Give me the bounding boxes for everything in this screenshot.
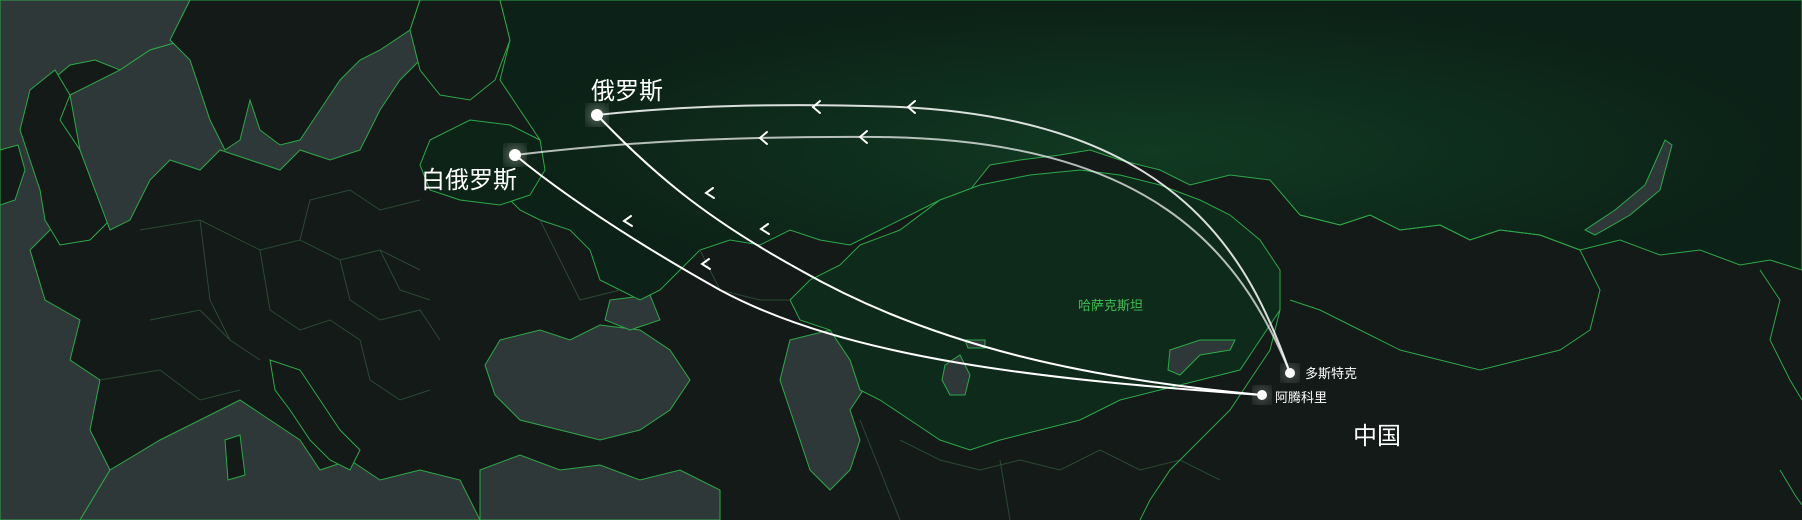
label-russia: 俄罗斯 [591, 77, 663, 105]
scandinavia-landmass [169, 0, 421, 151]
label-china: 中国 [1353, 422, 1401, 450]
route-arrow-icon [906, 100, 916, 114]
central-asia-borders [859, 419, 1221, 520]
eastern-mediterranean [479, 454, 721, 520]
europe-borders [99, 189, 441, 401]
route-arrow-icon [759, 223, 770, 235]
label-belarus: 白俄罗斯 [421, 166, 517, 194]
mediterranean-sea [79, 399, 481, 520]
italy-landmass [269, 359, 361, 471]
route-arrow-icon [700, 258, 711, 270]
belarus-region [419, 119, 546, 206]
route-alashankou-belarus [514, 154, 1263, 396]
label-kazakhstan: 哈萨克斯坦 [1078, 299, 1143, 314]
route-arrow-icon [858, 130, 868, 144]
lake-balkhash [1167, 339, 1236, 376]
sardinia [224, 434, 246, 481]
label-dostyk: 多斯特克 [1305, 366, 1357, 382]
route-arrow-icon [704, 187, 715, 199]
route-arrow-icon [622, 215, 633, 227]
uk-landmass [19, 69, 111, 246]
city-dot-icon[interactable] [1257, 390, 1267, 400]
route-arrow-icon [811, 100, 821, 114]
route-arrow-icon [758, 131, 768, 145]
black-sea [484, 324, 691, 441]
city-markers [509, 109, 1295, 400]
label-alashankou: 阿腾科里 [1275, 390, 1327, 406]
far-east-coast [1779, 469, 1802, 506]
mongolia-border [1289, 214, 1601, 371]
city-dot-icon[interactable] [1285, 368, 1295, 378]
east-coast [1759, 269, 1802, 401]
china-border [1139, 309, 1281, 520]
route-dostyk-belarus [514, 135, 1291, 374]
lake-baikal [1584, 139, 1673, 236]
route-dostyk-russia [596, 104, 1291, 374]
ireland-landmass [0, 144, 26, 206]
route-arrow-icons [622, 100, 916, 270]
aral-sea [941, 354, 971, 396]
route-alashankou-russia [596, 114, 1263, 396]
route-lines [514, 104, 1291, 396]
city-dot-icon[interactable] [509, 149, 521, 161]
city-dot-icon[interactable] [591, 109, 603, 121]
